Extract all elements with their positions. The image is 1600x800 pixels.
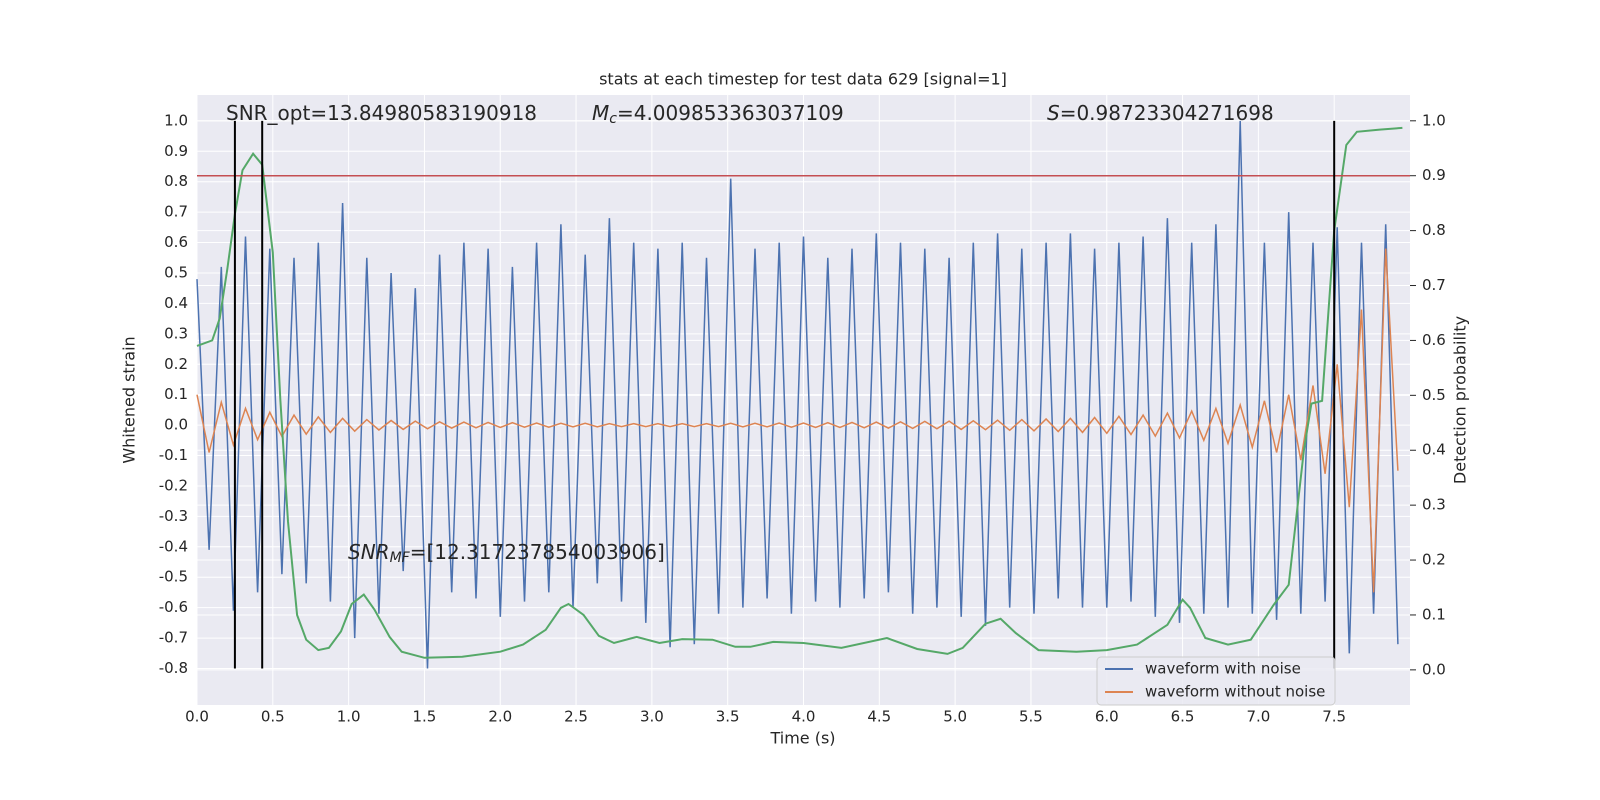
y2-tick-label: 0.2 [1422,551,1446,569]
y-tick-label: -0.4 [159,537,188,555]
y-tick-label: 0.5 [164,263,188,281]
annotation-subscript: c [609,111,617,127]
y2-tick-label: 0.5 [1422,386,1446,404]
x-axis-label: Time (s) [769,729,835,748]
x-tick-label: 0.5 [261,708,285,726]
y-tick-label: -0.3 [159,507,188,525]
y-tick-label: 0.0 [164,416,188,434]
chart-title: stats at each timestep for test data 629… [599,70,1007,89]
legend-label: waveform without noise [1145,683,1325,701]
y-axis-label: Whitened strain [120,336,139,463]
annotation-text: =[12.317237854003906] [410,540,665,564]
y2-tick-label: 0.6 [1422,331,1446,349]
y-tick-label: 0.4 [164,294,188,312]
x-tick-label: 3.5 [716,708,740,726]
annotation-text: SNR_opt=13.84980583190918 [226,101,537,125]
x-tick-label: 5.0 [943,708,967,726]
x-tick-label: 4.0 [792,708,816,726]
legend: waveform with noise waveform without nois… [1096,656,1336,706]
x-tick-label: 2.5 [564,708,588,726]
y2-tick-label: 0.7 [1422,276,1446,294]
y2-tick-label: 0.4 [1422,441,1446,459]
y2-axis-label: Detection probability [1451,316,1470,484]
x-tick-label: 6.0 [1095,708,1119,726]
legend-label: waveform with noise [1145,660,1301,678]
y-tick-label: 0.2 [164,355,188,373]
annotation: Mc=4.009853363037109 [592,101,844,128]
annotation-symbol: M [592,101,609,125]
waveform-line [196,248,1399,593]
y-tick-label: 0.1 [164,385,188,403]
y-tick-label: 0.7 [164,203,188,221]
annotation: SNRMF=[12.317237854003906] [348,540,665,567]
x-tick-label: 4.5 [867,708,891,726]
probability-line [196,126,1403,659]
x-tick-label: 6.5 [1171,708,1195,726]
x-tick-label: 7.0 [1246,708,1270,726]
y-tick-label: 1.0 [164,111,188,129]
x-tick-label: 0.0 [185,708,209,726]
y-tick-label: -0.6 [159,598,188,616]
annotation-subscript: MF [390,550,411,566]
y2-tick-label: 0.0 [1422,660,1446,678]
y-tick-label: -0.1 [159,446,188,464]
y-tick-label: -0.5 [159,568,188,586]
legend-box [1096,656,1336,706]
x-tick-label: 3.0 [640,708,664,726]
annotation-text: =0.98723304271698 [1060,101,1274,125]
x-tick-label: 1.5 [413,708,437,726]
annotation-symbol: S [1047,101,1060,125]
y2-tick-label: 0.1 [1422,605,1446,623]
annotation-symbol: SNR [348,540,390,564]
y-tick-label: -0.2 [159,476,188,494]
y-tick-label: -0.8 [159,659,188,677]
y2-tick-label: 1.0 [1422,111,1446,129]
x-tick-label: 1.0 [337,708,361,726]
y2-tick-label: 0.9 [1422,166,1446,184]
annotation-text: =4.009853363037109 [617,101,844,125]
x-tick-label: 5.5 [1019,708,1043,726]
y-tick-label: 0.6 [164,233,188,251]
y-tick-label: 0.9 [164,142,188,160]
x-tick-label: 7.5 [1322,708,1346,726]
annotation: SNR_opt=13.84980583190918 [226,101,537,125]
y-tick-label: -0.7 [159,629,188,647]
y-tick-label: 0.3 [164,324,188,342]
y2-tick-label: 0.8 [1422,221,1446,239]
x-tick-label: 2.0 [488,708,512,726]
y-tick-label: 0.8 [164,172,188,190]
annotation: S=0.98723304271698 [1047,101,1274,125]
y2-tick-label: 0.3 [1422,496,1446,514]
